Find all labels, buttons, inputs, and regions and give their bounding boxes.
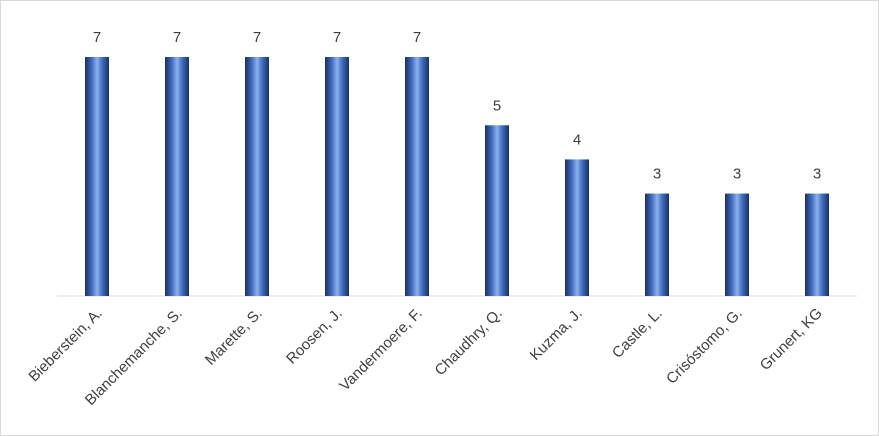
bar xyxy=(485,125,509,297)
bar xyxy=(725,193,749,296)
bar xyxy=(405,57,429,296)
value-label: 7 xyxy=(333,29,341,46)
bar xyxy=(645,193,669,296)
value-label: 5 xyxy=(493,97,501,114)
bar xyxy=(565,159,589,296)
value-label: 4 xyxy=(573,131,581,148)
value-label: 7 xyxy=(413,29,421,46)
bar xyxy=(85,57,109,296)
bar xyxy=(245,57,269,296)
value-label: 3 xyxy=(653,166,661,183)
value-label: 3 xyxy=(733,166,741,183)
value-label: 3 xyxy=(813,166,821,183)
bar xyxy=(805,193,829,296)
value-label: 7 xyxy=(173,29,181,46)
bar xyxy=(325,57,349,296)
value-label: 7 xyxy=(93,29,101,46)
value-label: 7 xyxy=(253,29,261,46)
bar xyxy=(165,57,189,296)
